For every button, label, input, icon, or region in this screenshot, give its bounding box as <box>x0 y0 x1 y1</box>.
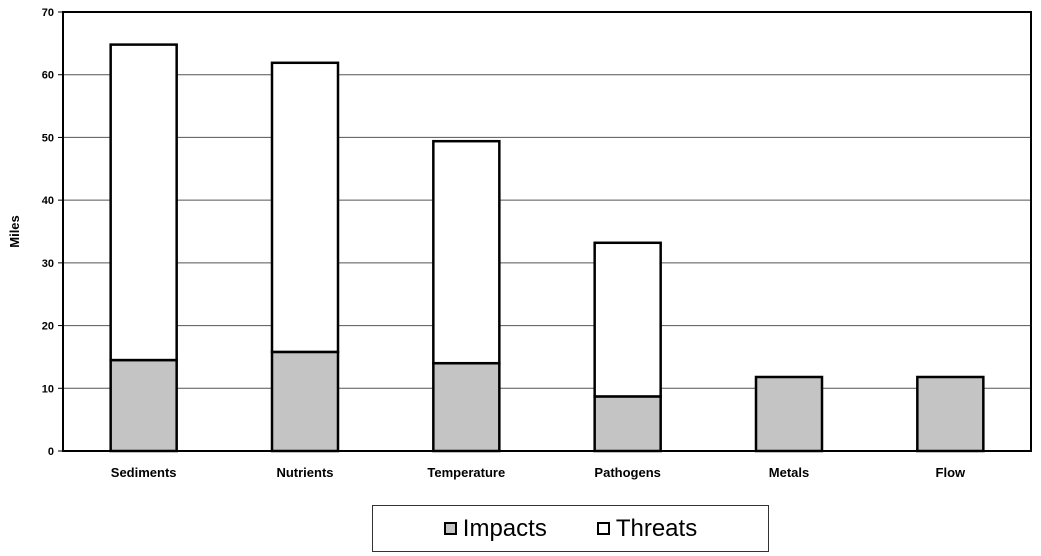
x-category-label: Temperature <box>427 465 505 480</box>
legend-swatch-threats <box>596 522 610 535</box>
x-category-label: Flow <box>936 465 966 480</box>
legend-label-impacts: Impacts <box>462 514 547 542</box>
x-category-label: Sediments <box>111 465 177 480</box>
bars <box>109 43 985 453</box>
bar-threats-pathogens <box>593 241 662 398</box>
bar-impacts-metals <box>754 375 824 453</box>
y-tick-label: 60 <box>42 70 54 82</box>
y-tick-label: 30 <box>42 258 54 270</box>
y-axis-label: Miles <box>7 215 22 248</box>
y-tick-label: 20 <box>42 321 54 333</box>
grid-lines <box>63 74 1031 389</box>
legend-item-impacts: Impacts <box>443 514 547 543</box>
y-axis-ticks: 0 10 20 30 40 50 60 70 <box>42 7 63 458</box>
bar-threats-nutrients <box>270 61 340 354</box>
bar-impacts-temperature <box>432 361 501 453</box>
legend-item-threats: Threats <box>596 514 698 543</box>
x-axis-categories: Sediments Nutrients Temperature Pathogens Me… <box>111 465 966 480</box>
bar-threats-sediments <box>109 43 178 362</box>
x-category-label: Pathogens <box>594 465 660 480</box>
y-tick-label: 10 <box>42 383 54 395</box>
plot-area-frame <box>62 11 1032 452</box>
y-tick-label: 70 <box>42 7 54 19</box>
bar-impacts-pathogens <box>593 395 662 453</box>
bar-impacts-sediments <box>109 358 178 453</box>
bar-threats-temperature <box>432 139 501 365</box>
stacked-bar-chart: 0 10 20 30 40 50 60 70 Sediments Nutrients Temper… <box>7 7 1032 480</box>
bar-impacts-flow <box>916 375 985 453</box>
x-category-label: Metals <box>769 465 809 480</box>
legend: Impacts Threats <box>372 505 769 552</box>
x-category-label: Nutrients <box>276 465 333 480</box>
y-tick-label: 40 <box>42 195 54 207</box>
legend-label-threats: Threats <box>615 514 698 542</box>
y-tick-label: 50 <box>42 132 54 144</box>
y-tick-label: 0 <box>48 446 54 458</box>
bar-impacts-nutrients <box>270 350 340 453</box>
legend-swatch-impacts <box>443 522 457 535</box>
